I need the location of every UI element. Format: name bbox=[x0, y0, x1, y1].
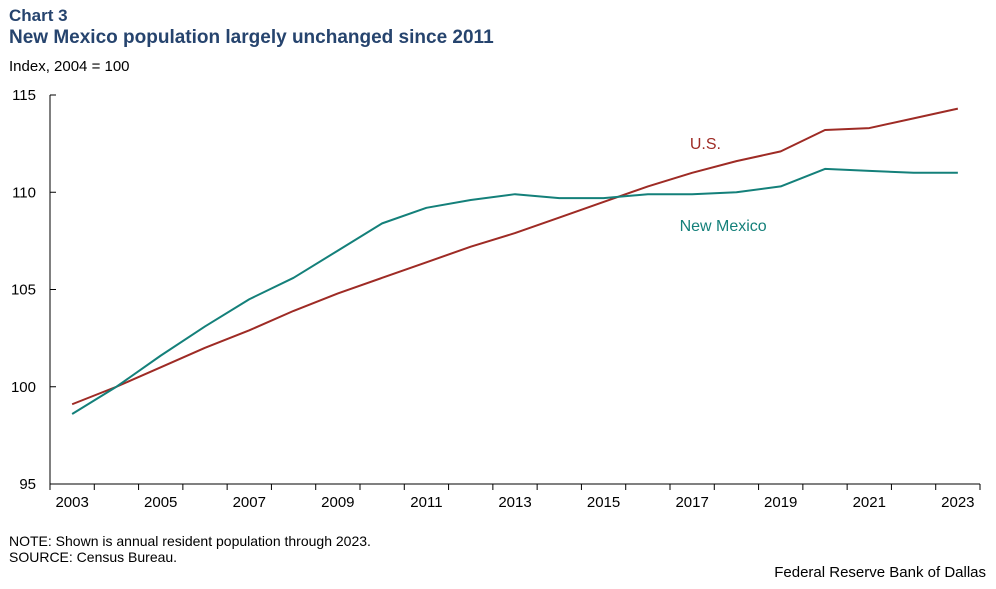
x-tick-label: 2003 bbox=[55, 494, 88, 511]
x-tick-label: 2015 bbox=[587, 494, 620, 511]
us-series-label: U.S. bbox=[690, 136, 721, 153]
x-tick-label: 2011 bbox=[410, 494, 442, 511]
y-axis: 95 100 105 110 115 bbox=[11, 87, 56, 493]
y-tick-label: 100 bbox=[11, 379, 36, 396]
x-tick-label: 2013 bbox=[498, 494, 531, 511]
x-tick-label: 2019 bbox=[764, 494, 797, 511]
chart-label: Chart 3 bbox=[9, 6, 68, 25]
x-tick-label: 2023 bbox=[941, 494, 974, 511]
new-mexico-series-label: New Mexico bbox=[680, 218, 767, 235]
y-tick-label: 105 bbox=[11, 282, 36, 299]
us-series-line bbox=[71, 107, 959, 406]
y-tick-label: 110 bbox=[12, 184, 36, 201]
y-axis-unit-label: Index, 2004 = 100 bbox=[9, 58, 130, 75]
x-tick-label: 2007 bbox=[233, 494, 266, 511]
x-tick-label: 2017 bbox=[675, 494, 708, 511]
y-tick-label: 115 bbox=[12, 87, 36, 104]
x-tick-label: 2021 bbox=[853, 494, 886, 511]
y-tick-label: 95 bbox=[19, 476, 36, 493]
source-text: SOURCE: Census Bureau. bbox=[9, 549, 178, 565]
note-text: NOTE: Shown is annual resident populatio… bbox=[9, 533, 371, 549]
x-axis: 2003 2005 2007 2009 2011 2013 2015 2017 2019 2021… bbox=[49, 483, 981, 511]
series-labels: U.S. New Mexico bbox=[680, 136, 767, 235]
x-tick-label: 2005 bbox=[144, 494, 177, 511]
x-tick-label: 2009 bbox=[321, 494, 354, 511]
new-mexico-series-line bbox=[71, 167, 958, 415]
series-lines bbox=[71, 107, 959, 415]
publisher-credit: Federal Reserve Bank of Dallas bbox=[774, 564, 986, 581]
chart-title: New Mexico population largely unchanged … bbox=[9, 27, 494, 48]
chart-notes: NOTE: Shown is annual resident populatio… bbox=[9, 533, 371, 565]
